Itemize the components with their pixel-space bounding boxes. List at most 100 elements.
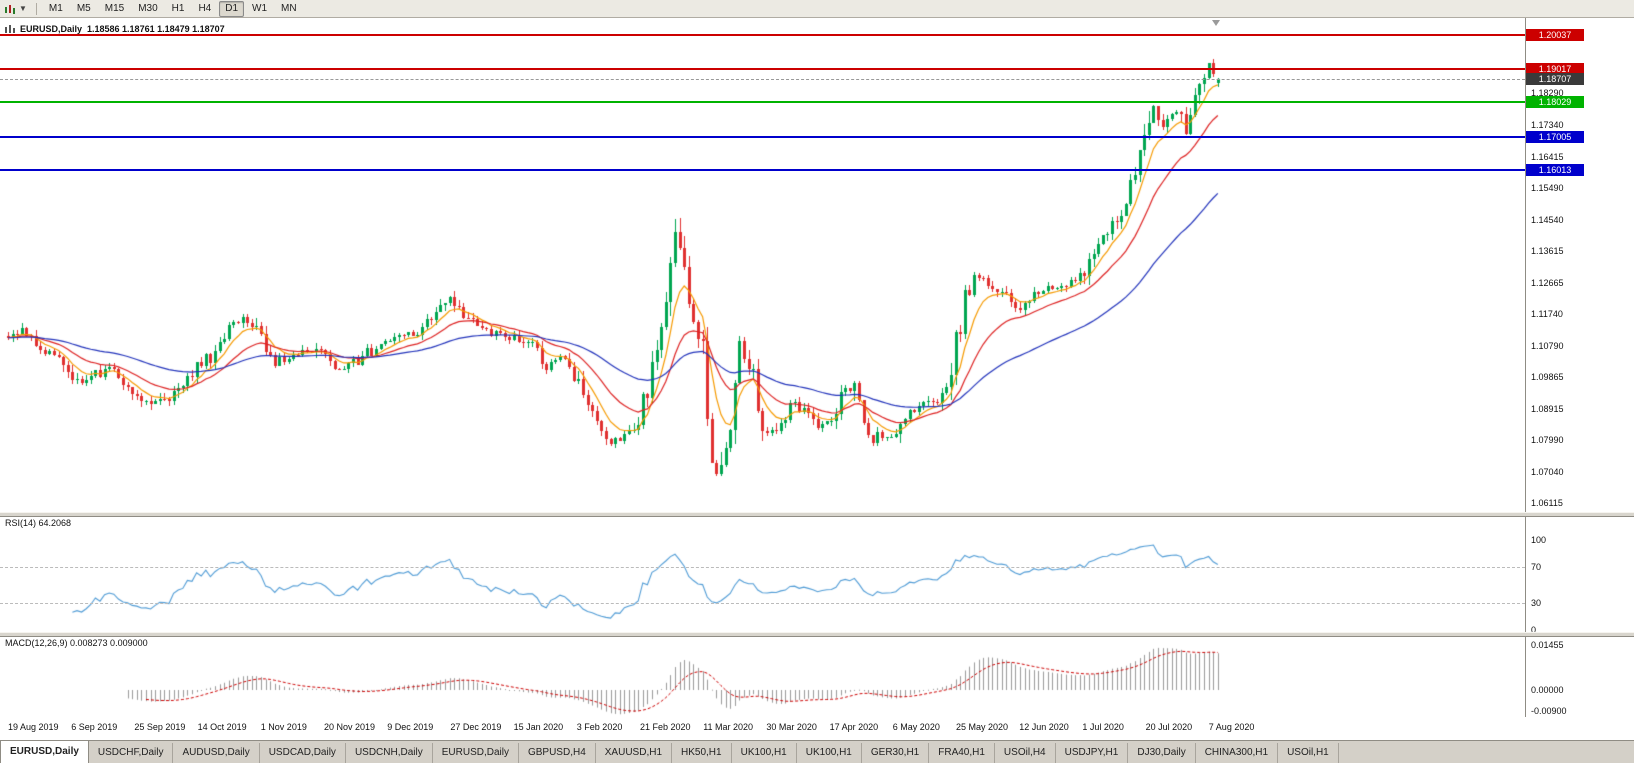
date-label: 9 Dec 2019 xyxy=(387,722,434,732)
macd-header: MACD(12,26,9) 0.008273 0.009000 xyxy=(5,638,148,648)
pane-splitter-rsi[interactable] xyxy=(0,512,1634,517)
chart-tab-12[interactable]: FRA40,H1 xyxy=(929,743,995,763)
timeframe-button-group: M1 M5 M15 M30 H1 H4 D1 W1 MN xyxy=(42,0,304,17)
macd-axis-label: 0.00000 xyxy=(1531,685,1564,695)
pane-splitter-macd[interactable] xyxy=(0,632,1634,637)
date-label: 17 Apr 2020 xyxy=(829,722,879,732)
price-axis-divider xyxy=(1525,18,1526,717)
price-axis-label: 1.13615 xyxy=(1531,245,1564,256)
timeframe-button-m1[interactable]: M1 xyxy=(48,2,63,14)
rsi-axis-label: 70 xyxy=(1531,562,1542,572)
price-level-line[interactable] xyxy=(0,169,1525,171)
chart-tab-9[interactable]: UK100,H1 xyxy=(732,743,797,763)
chart-tab-3[interactable]: USDCAD,Daily xyxy=(260,743,346,763)
price-axis-label: 1.12665 xyxy=(1531,277,1564,288)
price-level-line[interactable] xyxy=(0,34,1525,36)
chart-tab-6[interactable]: GBPUSD,H4 xyxy=(519,743,596,763)
date-label: 27 Dec 2019 xyxy=(450,722,502,732)
symbol-ohlc-line: EURUSD,Daily 1.18586 1.18761 1.18479 1.1… xyxy=(5,24,225,34)
chart-title: EURUSD,Daily xyxy=(20,24,83,34)
chart-tab-0[interactable]: EURUSD,Daily xyxy=(0,740,89,763)
macd-axis-label: -0.00900 xyxy=(1531,706,1567,716)
price-level-line[interactable] xyxy=(0,101,1525,103)
timeframe-button-m15[interactable]: M15 xyxy=(104,2,125,14)
rsi-header: RSI(14) 64.2068 xyxy=(5,518,72,528)
rsi-canvas[interactable] xyxy=(0,515,1525,632)
price-level-badge: 1.16013 xyxy=(1526,164,1584,176)
date-label: 25 Sep 2019 xyxy=(134,722,186,732)
price-axis-label: 1.11740 xyxy=(1531,308,1563,319)
chart-tab-bar: EURUSD,Daily USDCHF,Daily AUDUSD,Daily USDC… xyxy=(0,740,1634,763)
price-axis-label: 1.15490 xyxy=(1531,182,1564,193)
price-level-badge: 1.20037 xyxy=(1526,29,1584,41)
chart-tab-10[interactable]: UK100,H1 xyxy=(797,743,862,763)
chart-tab-11[interactable]: GER30,H1 xyxy=(862,743,930,763)
toolbar: ▼ M1 M5 M15 M30 H1 H4 D1 W1 MN xyxy=(0,0,1634,18)
chart-tab-13[interactable]: USOil,H4 xyxy=(995,743,1056,763)
main-chart-canvas[interactable] xyxy=(0,18,1525,512)
chart-tab-15[interactable]: DJ30,Daily xyxy=(1128,743,1196,763)
timeframe-button-m30[interactable]: M30 xyxy=(138,2,158,14)
date-label: 14 Oct 2019 xyxy=(197,722,247,732)
date-label: 20 Jul 2020 xyxy=(1145,722,1193,732)
date-label: 19 Aug 2019 xyxy=(8,722,59,732)
date-label: 30 Mar 2020 xyxy=(766,722,817,732)
macd-canvas[interactable] xyxy=(0,635,1525,717)
price-axis-label: 1.10790 xyxy=(1531,340,1564,351)
macd-axis-label: 0.01455 xyxy=(1531,639,1564,650)
chart-type-icon[interactable] xyxy=(4,3,18,15)
timeframe-button-w1[interactable]: W1 xyxy=(252,2,268,14)
timeframe-button-h4[interactable]: H4 xyxy=(198,2,212,14)
chart-tab-4[interactable]: USDCNH,Daily xyxy=(346,743,433,763)
rsi-axis-label: 0 xyxy=(1531,625,1537,635)
chart-tab-8[interactable]: HK50,H1 xyxy=(672,743,732,763)
date-label: 12 Jun 2020 xyxy=(1019,722,1069,732)
chart-tab-2[interactable]: AUDUSD,Daily xyxy=(173,743,260,763)
chart-tab-14[interactable]: USDJPY,H1 xyxy=(1056,743,1129,763)
chart-tab-17[interactable]: USOil,H1 xyxy=(1278,743,1339,763)
date-label: 25 May 2020 xyxy=(956,722,1009,732)
chart-shift-marker[interactable] xyxy=(1212,20,1220,26)
price-axis-label: 1.16415 xyxy=(1531,151,1564,162)
chart-ohlc-values: 1.18586 1.18761 1.18479 1.18707 xyxy=(87,24,225,34)
chart-tab-7[interactable]: XAUUSD,H1 xyxy=(596,743,673,763)
price-level-badge: 1.17005 xyxy=(1526,131,1584,143)
current-price-badge: 1.18707 xyxy=(1526,73,1584,85)
date-label: 11 Mar 2020 xyxy=(703,722,754,732)
date-label: 3 Feb 2020 xyxy=(576,722,623,732)
rsi-level-line xyxy=(0,603,1525,604)
price-axis-label: 1.07040 xyxy=(1531,467,1564,478)
price-level-line[interactable] xyxy=(0,136,1525,138)
date-label: 7 Aug 2020 xyxy=(1208,722,1255,732)
price-level-badge: 1.18029 xyxy=(1526,96,1584,108)
timeframe-button-d1[interactable]: D1 xyxy=(219,0,245,17)
current-price-line xyxy=(0,79,1525,80)
rsi-level-line xyxy=(0,567,1525,568)
date-label: 1 Jul 2020 xyxy=(1082,722,1124,732)
rsi-axis-label: 30 xyxy=(1531,598,1542,608)
date-label: 15 Jan 2020 xyxy=(513,722,564,732)
chart-tab-16[interactable]: CHINA300,H1 xyxy=(1196,743,1279,763)
chart-tab-5[interactable]: EURUSD,Daily xyxy=(433,743,519,763)
price-axis-label: 1.06115 xyxy=(1531,498,1563,509)
date-label: 6 May 2020 xyxy=(892,722,940,732)
toolbar-separator xyxy=(35,2,37,15)
symbol-chart-icon xyxy=(5,24,15,34)
dropdown-caret-icon[interactable]: ▼ xyxy=(19,4,27,13)
timeframe-button-mn[interactable]: MN xyxy=(281,2,297,14)
date-label: 6 Sep 2019 xyxy=(71,722,118,732)
timeframe-button-m5[interactable]: M5 xyxy=(76,2,91,14)
price-level-line[interactable] xyxy=(0,68,1525,70)
price-axis-label: 1.08915 xyxy=(1531,404,1564,415)
price-axis-label: 1.09865 xyxy=(1531,372,1564,383)
price-axis-label: 1.14540 xyxy=(1531,214,1564,225)
date-label: 20 Nov 2019 xyxy=(324,722,376,732)
date-label: 1 Nov 2019 xyxy=(260,722,307,732)
timeframe-button-h1[interactable]: H1 xyxy=(171,2,185,14)
price-level-badge: 1.19017 xyxy=(1526,63,1584,75)
chart-tab-1[interactable]: USDCHF,Daily xyxy=(89,743,174,763)
rsi-axis-label: 100 xyxy=(1531,535,1547,545)
price-axis-label: 1.18290 xyxy=(1531,88,1564,99)
date-label: 21 Feb 2020 xyxy=(640,722,691,732)
